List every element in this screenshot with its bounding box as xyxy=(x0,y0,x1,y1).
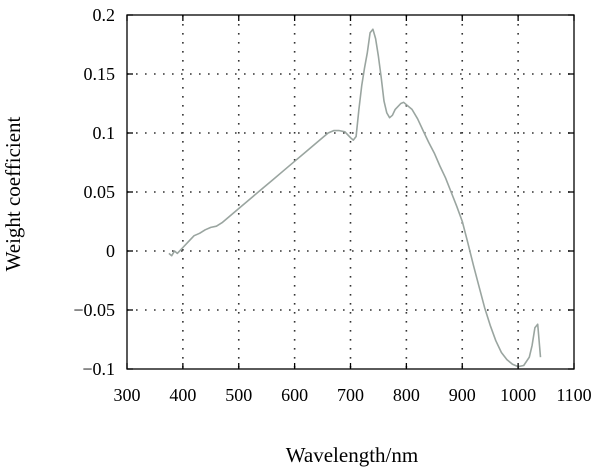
series-layer xyxy=(168,28,542,368)
y-tick-labels: −0.1 −0.05 0 0.05 0.1 0.15 0.2 xyxy=(73,5,115,379)
x-tick-label: 500 xyxy=(225,385,252,405)
y-tick-label: −0.1 xyxy=(82,359,115,379)
x-tick-label: 1000 xyxy=(500,385,536,405)
y-tick-label: 0.05 xyxy=(84,182,116,202)
series-line xyxy=(168,28,542,368)
x-tick-label: 400 xyxy=(169,385,196,405)
x-tick-label: 800 xyxy=(393,385,420,405)
y-tick-label: 0.15 xyxy=(84,64,116,84)
plot-frame xyxy=(126,14,575,370)
x-tick-label: 1100 xyxy=(556,385,591,405)
y-tick-label: 0.1 xyxy=(93,123,116,143)
x-tick-label: 600 xyxy=(281,385,308,405)
x-tick-label: 900 xyxy=(449,385,476,405)
grid xyxy=(127,15,574,369)
y-axis-label: Weight coefficient xyxy=(1,116,25,271)
y-tick-label: −0.05 xyxy=(73,300,115,320)
x-axis-label: Wavelength/nm xyxy=(286,443,418,467)
x-tick-label: 300 xyxy=(114,385,141,405)
ticks xyxy=(126,14,575,370)
y-tick-label: 0.2 xyxy=(93,5,116,25)
x-tick-labels: 300 400 500 600 700 800 900 1000 1100 xyxy=(114,385,592,405)
x-tick-label: 700 xyxy=(337,385,364,405)
y-tick-label: 0 xyxy=(106,241,115,261)
